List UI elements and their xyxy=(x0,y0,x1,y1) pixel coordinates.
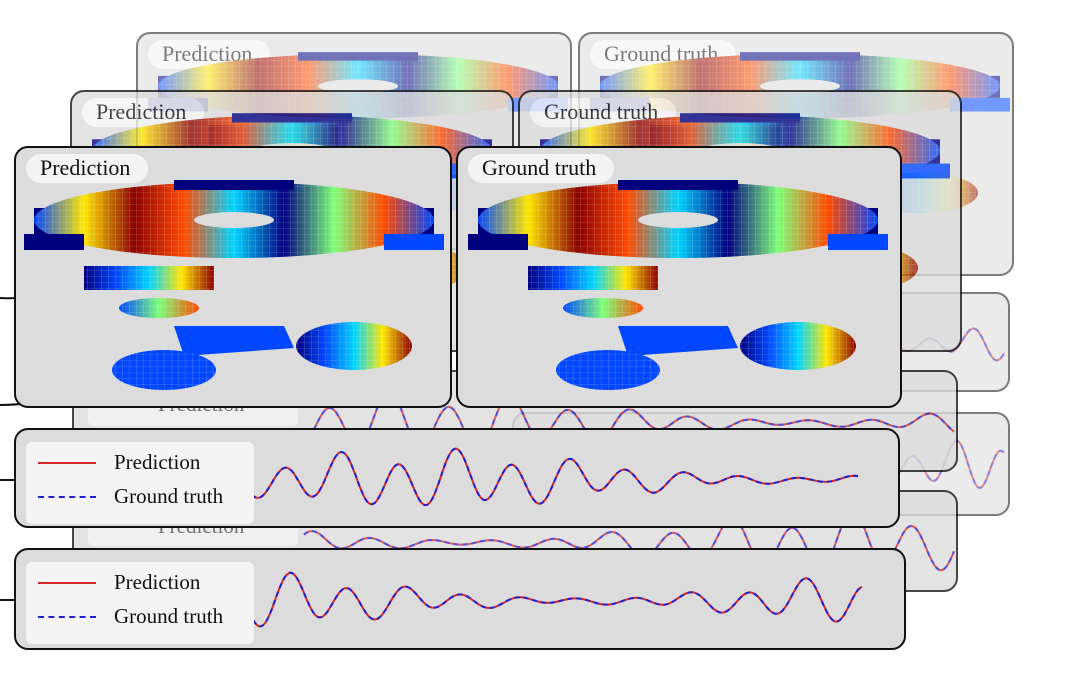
legend-ground-truth-text: Ground truth xyxy=(114,484,224,508)
ground-truth-label: Ground truth xyxy=(530,98,677,127)
plate-tooth-top xyxy=(298,52,418,61)
prediction-label: Prediction xyxy=(26,154,149,183)
plate-tooth-top xyxy=(740,52,860,61)
plate-tooth-top xyxy=(232,113,352,123)
mesh-plot-prediction xyxy=(24,180,444,390)
legend-prediction-text: Prediction xyxy=(114,570,201,594)
legend-prediction-swatch xyxy=(38,461,96,464)
mesh-plot-ground-truth xyxy=(468,180,888,390)
disk-left-grid xyxy=(112,350,216,390)
plate-tooth-right xyxy=(950,97,1010,112)
plate-tooth-top xyxy=(618,180,738,190)
disk-left-grid xyxy=(556,350,660,390)
plate-hole xyxy=(760,79,840,93)
plate-tooth-left xyxy=(24,234,84,250)
plate-tooth-top xyxy=(174,180,294,190)
ground-truth-line xyxy=(241,571,863,628)
legend: Prediction Ground truth xyxy=(26,562,254,644)
plate-tooth-right xyxy=(890,163,950,179)
legend-prediction-text: Prediction xyxy=(114,450,201,474)
disk-right-grid xyxy=(296,322,412,370)
legend-ground-truth-swatch xyxy=(38,615,96,618)
plate-tooth-right xyxy=(384,234,444,250)
ground-truth-line xyxy=(303,509,955,572)
legend-prediction-swatch xyxy=(38,581,96,584)
panel-prediction-front: Prediction xyxy=(14,146,452,408)
panel-wave-front-1: Prediction Ground truth xyxy=(14,428,900,528)
plate-tooth-right xyxy=(828,234,888,250)
wave-plot xyxy=(241,447,859,507)
panel-wave-front-2: Prediction Ground truth xyxy=(14,548,906,650)
legend-ground-truth-swatch xyxy=(38,495,96,498)
ground-truth-line xyxy=(241,447,859,507)
ring-small-grid xyxy=(119,298,199,318)
plate-skirt-grid xyxy=(84,266,214,290)
ground-truth-label: Ground truth xyxy=(468,154,615,183)
plate-hole xyxy=(318,79,398,93)
legend: Prediction Ground truth xyxy=(26,442,254,524)
wave-plot xyxy=(241,571,863,628)
arm xyxy=(618,326,738,356)
disk-right-grid xyxy=(740,322,856,370)
prediction-label: Prediction xyxy=(82,98,205,127)
plate-skirt-grid xyxy=(528,266,658,290)
plate-hole xyxy=(194,212,274,228)
plate-hole xyxy=(638,212,718,228)
plate-tooth-left xyxy=(468,234,528,250)
arm xyxy=(174,326,294,356)
legend-ground-truth-text: Ground truth xyxy=(114,604,224,628)
plate-tooth-top xyxy=(680,113,800,123)
ring-small-grid xyxy=(563,298,643,318)
panel-ground-truth-front: Ground truth xyxy=(456,146,902,408)
